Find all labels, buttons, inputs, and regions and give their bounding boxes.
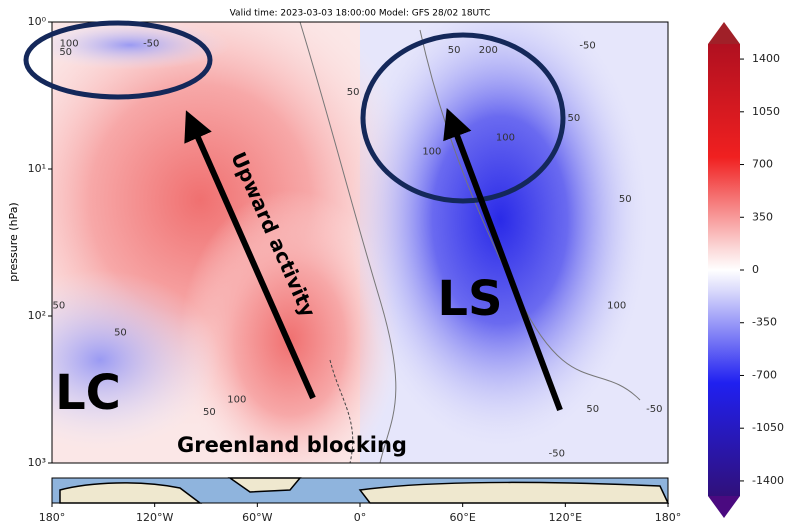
x-tick-label: 60°W	[242, 511, 272, 524]
colorbar-tick-label: 1400	[752, 52, 780, 65]
contour-label: 100	[496, 132, 515, 143]
contour-label: 100	[607, 301, 626, 312]
contour-label: 100	[60, 38, 79, 49]
contour-label: 50	[347, 87, 360, 98]
contour-label: -50	[549, 448, 565, 459]
y-tick-label: 10¹	[28, 162, 46, 175]
contour-label: 50	[619, 194, 632, 205]
contour-label: 50	[586, 404, 599, 415]
contour-label: -50	[143, 38, 159, 49]
circle	[360, 32, 566, 204]
colorbar-tick-label: 350	[752, 210, 773, 223]
chart-title: Valid time: 2023-03-03 18:00:00 Model: G…	[230, 9, 491, 19]
map-strip	[51, 477, 670, 504]
contour-label: 100	[227, 395, 246, 406]
x-tick-label: 120°E	[549, 511, 582, 524]
colorbar-tick-label: -1050	[752, 421, 784, 434]
circle	[23, 20, 213, 100]
colorbar-tick-label: -1400	[752, 474, 784, 487]
y-tick-label: 10²	[28, 309, 46, 322]
contour-label: 50	[114, 328, 127, 339]
contour-label: 50	[52, 301, 65, 312]
colorbar-extension	[708, 496, 740, 518]
x-tick-label: 180°	[39, 511, 66, 524]
colorbar-tick-label: 1050	[752, 105, 780, 118]
contour-label: 50	[568, 113, 581, 124]
y-tick-label: 10³	[28, 456, 46, 469]
contour-label: -50	[579, 41, 595, 52]
x-tick-label: 0°	[354, 511, 367, 524]
annotation: LS	[437, 271, 502, 327]
contour-label: 50	[59, 47, 72, 58]
field	[52, 22, 668, 463]
x-tick-label: 180°	[655, 511, 682, 524]
x-tick-label: 120°W	[136, 511, 173, 524]
annotation: Greenland blocking	[177, 433, 407, 457]
colorbar-tick-label: 0	[752, 263, 759, 276]
y-axis-label: pressure (hPa)	[7, 202, 20, 281]
contour-label: 100	[422, 146, 441, 157]
annotation: LC	[55, 365, 121, 421]
x-tick-label: 60°E	[449, 511, 475, 524]
colorbar-tick-label: -350	[752, 316, 777, 329]
contour-label: 50	[448, 45, 461, 56]
colorbar-tick-label: -700	[752, 368, 777, 381]
colorbar	[708, 44, 740, 496]
contour-label: -50	[646, 404, 662, 415]
arrow	[184, 110, 316, 400]
plot-frame	[51, 21, 669, 464]
contour-label: 50	[203, 407, 216, 418]
y-tick-label: 10⁰	[28, 15, 47, 28]
colorbar-extension	[708, 22, 740, 44]
colorbar-tick-label: 700	[752, 158, 773, 171]
contour-label: 200	[479, 45, 498, 56]
arrow	[443, 107, 563, 412]
